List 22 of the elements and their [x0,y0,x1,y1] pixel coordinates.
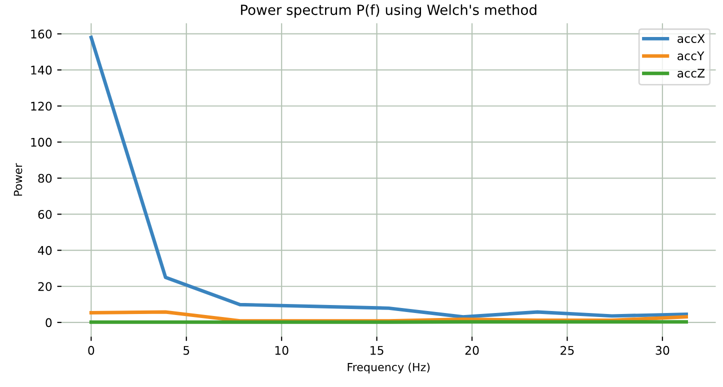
legend-label: accZ [678,68,705,78]
y-tick-label: 160 [31,30,52,39]
y-tick-label: 120 [31,102,52,111]
y-tick-label: 100 [31,138,52,147]
y-tick-label: 40 [38,246,52,255]
y-tick-label: 20 [38,282,52,292]
y-tick-label: 60 [38,210,52,219]
y-tick-label: 0 [46,318,52,328]
legend-label: accX [678,34,705,43]
y-axis-title: Power [14,163,22,196]
x-tick-label: 25 [560,346,574,355]
chart-title: Power spectrum P(f) using Welch's method [241,4,536,18]
x-tick-label: 10 [275,346,288,355]
x-tick-label: 30 [656,346,670,355]
x-tick-label: 0 [88,346,94,355]
x-tick-label: 20 [465,346,479,355]
x-tick-label: 5 [184,346,190,355]
x-axis-title: Frequency (Hz) [348,362,430,374]
y-tick-label: 80 [38,174,52,183]
x-tick-label: 15 [370,346,384,355]
y-tick-label: 140 [31,66,52,75]
legend-label: accY [678,52,704,60]
